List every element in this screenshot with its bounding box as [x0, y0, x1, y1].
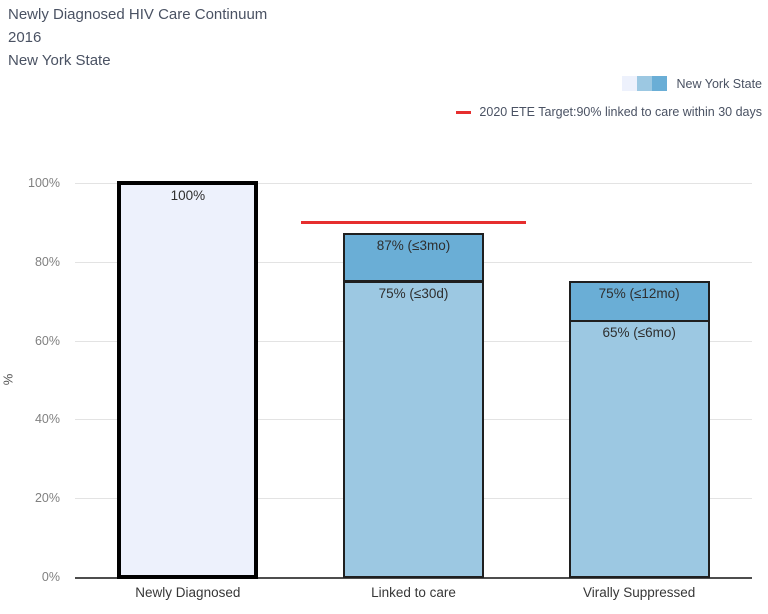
legend-swatch-dark-icon — [651, 76, 667, 91]
x-axis-category-label: Linked to care — [371, 585, 456, 600]
bar-segment-label: 75% (≤30d) — [378, 285, 449, 301]
bar-segment[interactable] — [343, 280, 484, 578]
legend-swatch-light-icon — [621, 76, 637, 91]
bar-segment-label: 87% (≤3mo) — [376, 238, 451, 254]
bar-segment-label: 100% — [170, 188, 206, 203]
y-axis-tick-label: 40% — [34, 412, 60, 427]
bar-segment[interactable] — [568, 280, 710, 322]
legend-series-label: New York State — [676, 76, 762, 91]
legend-swatch-medium-icon — [636, 76, 652, 91]
legend-series-item[interactable]: New York State — [621, 76, 762, 91]
x-axis-category-label: Newly Diagnosed — [135, 585, 241, 600]
gridline — [75, 183, 752, 184]
y-axis-tick-label: 80% — [34, 254, 60, 269]
y-axis-tick-label: 60% — [34, 333, 60, 348]
legend-target-label: 2020 ETE Target:90% linked to care withi… — [479, 105, 762, 119]
bar-segment[interactable] — [343, 233, 484, 283]
chart-subtitle-year: 2016 — [8, 29, 42, 46]
y-axis-tick-label: 0% — [41, 570, 60, 584]
y-axis-title: % — [0, 373, 16, 386]
bar-segment-label: 65% (≤6mo) — [602, 324, 676, 340]
bar-segment[interactable] — [117, 181, 259, 579]
legend-target-item[interactable]: 2020 ETE Target:90% linked to care withi… — [456, 105, 762, 119]
x-axis-category-label: Virally Suppressed — [583, 585, 696, 600]
target-line — [300, 220, 527, 224]
bar-segment[interactable] — [568, 319, 710, 578]
y-axis-tick-label: 20% — [34, 491, 60, 506]
chart-title-block: Newly Diagnosed HIV Care Continuum 2016 … — [8, 3, 267, 72]
chart-subtitle-region: New York State — [8, 52, 111, 69]
x-axis-line — [75, 577, 752, 579]
chart-title: Newly Diagnosed HIV Care Continuum — [8, 6, 268, 23]
bar-segment-label: 75% (≤12mo) — [598, 285, 680, 301]
target-line-dash-icon — [456, 110, 472, 114]
y-axis-tick-label: 100% — [28, 176, 60, 190]
